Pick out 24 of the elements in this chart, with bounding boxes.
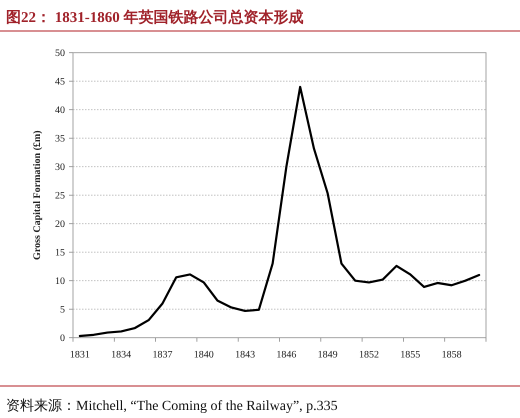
x-tick-label: 1843 (235, 350, 256, 361)
y-tick-label: 35 (55, 134, 65, 145)
chart-title: 图22： 1831-1860 年英国铁路公司总资本形成 (6, 9, 304, 26)
y-tick-label: 40 (55, 105, 65, 116)
text: 资料来源：Mitchell, “The Coming of the Railway”, p.335 (6, 398, 338, 414)
x-tick-label: 1858 (442, 350, 462, 361)
x-tick-label: 1837 (152, 350, 172, 361)
y-tick-label: 0 (60, 333, 65, 344)
y-tick-label: 45 (55, 76, 65, 88)
x-tick-label: 1846 (276, 350, 296, 361)
y-tick-label: 10 (55, 276, 65, 288)
y-tick-label: 25 (55, 190, 65, 202)
y-axis-title: Gross Capital Formation (£m) (32, 130, 43, 260)
x-tick-label: 1855 (400, 350, 420, 361)
y-tick-label: 20 (55, 219, 65, 230)
x-tick-label: 1852 (358, 350, 379, 361)
x-tick-label: 1831 (70, 350, 90, 361)
y-tick-label: 15 (55, 248, 65, 259)
x-tick-label: 1849 (318, 350, 338, 361)
x-tick-label: 1834 (111, 350, 132, 361)
y-tick-label: 5 (60, 304, 65, 316)
y-tick-label: 30 (55, 162, 65, 174)
y-tick-label: 50 (55, 48, 65, 60)
x-tick-label: 1840 (194, 350, 214, 361)
